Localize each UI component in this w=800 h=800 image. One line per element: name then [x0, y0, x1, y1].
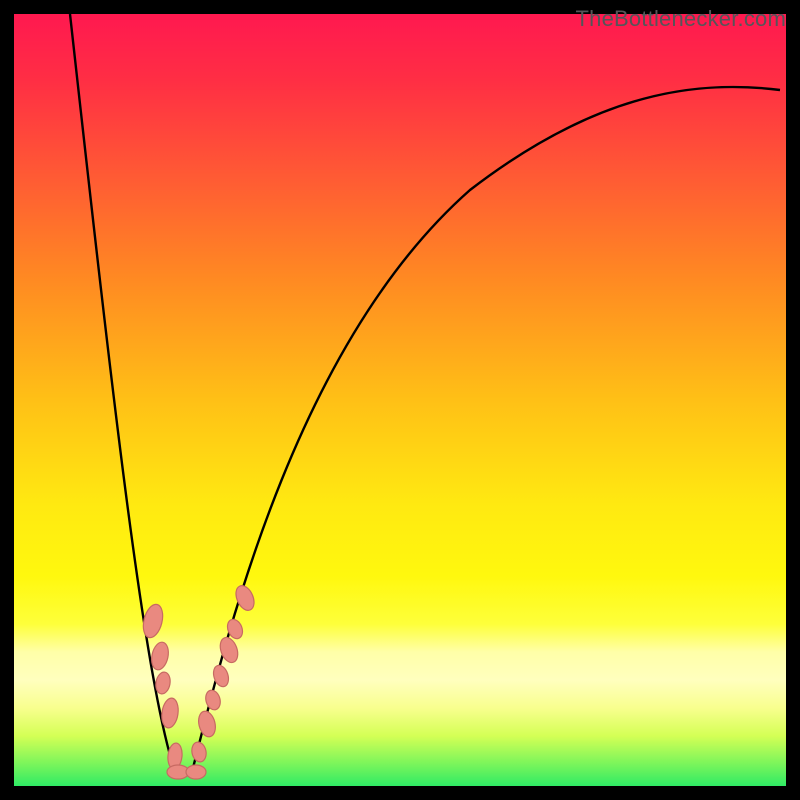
data-markers — [140, 583, 257, 779]
data-marker — [160, 697, 180, 729]
chart-frame: TheBottlenecker.com — [0, 0, 800, 800]
data-marker — [204, 688, 223, 711]
data-marker — [190, 741, 208, 763]
chart-border — [0, 0, 800, 800]
data-marker — [196, 709, 218, 738]
watermark-text: TheBottlenecker.com — [576, 6, 786, 32]
chart-plot — [0, 0, 800, 800]
data-marker — [140, 602, 166, 639]
bottleneck-curve — [70, 14, 780, 772]
data-marker — [186, 765, 206, 779]
